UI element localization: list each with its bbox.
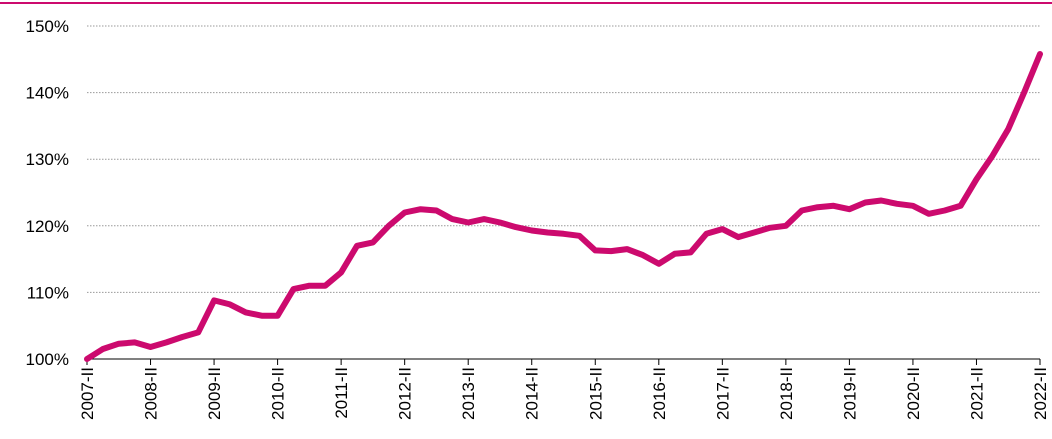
x-tick-label: 2022-II (1031, 367, 1050, 420)
x-tick-label: 2021-II (967, 367, 986, 420)
x-tick-label: 2014-II (523, 367, 542, 420)
x-tick-label: 2012-II (396, 367, 415, 420)
y-tick-label: 130% (26, 150, 69, 169)
x-tick-label: 2020-II (904, 367, 923, 420)
y-tick-label: 150% (26, 17, 69, 36)
y-tick-label: 140% (26, 84, 69, 103)
x-tick-label: 2018-II (777, 367, 796, 420)
x-tick-label: 2013-II (459, 367, 478, 420)
x-tick-label: 2007-II (78, 367, 97, 420)
x-tick-label: 2009-II (205, 367, 224, 420)
x-tick-label: 2011-II (332, 367, 351, 419)
x-tick-label: 2017-II (713, 367, 732, 420)
x-tick-label: 2008-II (142, 367, 161, 420)
x-tick-label: 2016-II (650, 367, 669, 420)
y-tick-label: 110% (27, 283, 69, 302)
x-tick-label: 2010-II (269, 367, 288, 420)
x-tick-label: 2015-II (586, 367, 605, 420)
y-tick-label: 100% (26, 350, 69, 369)
line-series (84, 51, 1043, 362)
y-tick-label: 120% (26, 217, 69, 236)
x-tick-label: 2019-II (840, 367, 859, 420)
